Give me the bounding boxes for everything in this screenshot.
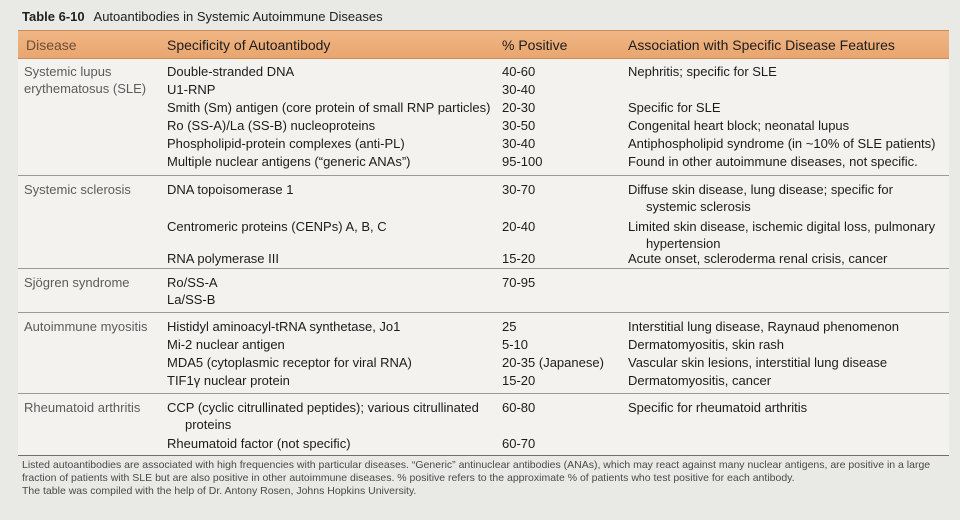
disease-name: Sjögren syndrome — [24, 275, 130, 290]
positive-cell: 30-40 — [502, 82, 536, 97]
group-systemic-sclerosis: Systemic sclerosis DNA topoisomerase 1 3… — [18, 176, 949, 269]
specificity-cell: RNA polymerase III — [167, 251, 279, 266]
association-cell: Limited skin disease, ischemic digital l… — [628, 218, 938, 252]
specificity-cell: Histidyl aminoacyl-tRNA synthetase, Jo1 — [167, 319, 401, 334]
table-caption: Table 6-10 Autoantibodies in Systemic Au… — [22, 9, 383, 24]
positive-cell: 70-95 — [502, 275, 536, 290]
association-cell: Acute onset, scleroderma renal crisis, c… — [628, 251, 888, 266]
positive-cell: 60-70 — [502, 436, 536, 451]
header-association: Association with Specific Disease Featur… — [628, 37, 895, 53]
association-cell: Nephritis; specific for SLE — [628, 64, 777, 79]
specificity-cell: Ro/SS-A — [167, 275, 218, 290]
disease-name: Systemic lupus erythematosus (SLE) — [24, 64, 147, 96]
positive-cell: 30-70 — [502, 182, 536, 197]
association-cell: Dermatomyositis, cancer — [628, 373, 772, 388]
specificity-cell: Mi-2 nuclear antigen — [167, 337, 285, 352]
association-continuation: systemic sclerosis — [646, 199, 751, 214]
positive-cell: 30-40 — [502, 136, 536, 151]
group-sjogren: Sjögren syndrome Ro/SS-A 70-95 La/SS-B — [18, 269, 949, 313]
association-cell: Found in other autoimmune diseases, not … — [628, 154, 918, 169]
specificity-cell: Rheumatoid factor (not specific) — [167, 436, 351, 451]
table-title: Autoantibodies in Systemic Autoimmune Di… — [93, 9, 383, 24]
table-header-row: Disease Specificity of Autoantibody % Po… — [18, 30, 949, 59]
association-cell: Specific for rheumatoid arthritis — [628, 400, 808, 415]
table-number: Table 6-10 — [22, 9, 85, 24]
specificity-cell: U1-RNP — [167, 82, 216, 97]
specificity-cell: CCP (cyclic citrullinated peptides); var… — [167, 399, 497, 433]
specificity-text: CCP (cyclic citrullinated peptides); var… — [167, 400, 479, 415]
association-cell: Diffuse skin disease, lung disease; spec… — [628, 181, 938, 215]
disease-name: Rheumatoid arthritis — [24, 400, 141, 415]
positive-cell: 20-35 (Japanese) — [502, 355, 604, 370]
association-text: Diffuse skin disease, lung disease; spec… — [628, 182, 893, 197]
association-cell: Interstitial lung disease, Raynaud pheno… — [628, 319, 900, 334]
disease-name: Systemic sclerosis — [24, 182, 131, 197]
association-cell: Antiphospholipid syndrome (in ~10% of SL… — [628, 136, 936, 151]
positive-cell: 15-20 — [502, 251, 536, 266]
specificity-cell: Phospholipid-protein complexes (anti-PL) — [167, 136, 405, 151]
positive-cell: 95-100 — [502, 154, 543, 169]
positive-cell: 5-10 — [502, 337, 529, 352]
association-cell: Congenital heart block; neonatal lupus — [628, 118, 850, 133]
specificity-cell: MDA5 (cytoplasmic receptor for viral RNA… — [167, 355, 412, 370]
specificity-cell: TIF1γ nuclear protein — [167, 373, 290, 388]
positive-cell: 20-40 — [502, 219, 536, 234]
autoantibody-table: Disease Specificity of Autoantibody % Po… — [18, 30, 949, 456]
table-footnote: Listed autoantibodies are associated wit… — [22, 459, 942, 498]
specificity-cell: Smith (Sm) antigen (core protein of smal… — [167, 100, 491, 115]
specificity-continuation: proteins — [185, 417, 232, 432]
header-disease: Disease — [26, 37, 77, 53]
specificity-cell: Double-stranded DNA — [167, 64, 295, 79]
association-text: Limited skin disease, ischemic digital l… — [628, 219, 936, 234]
association-cell: Vascular skin lesions, interstitial lung… — [628, 355, 888, 370]
association-cell: Specific for SLE — [628, 100, 721, 115]
association-continuation: hypertension — [646, 236, 721, 251]
group-autoimmune-myositis: Autoimmune myositis Histidyl aminoacyl-t… — [18, 313, 949, 394]
association-cell: Dermatomyositis, skin rash — [628, 337, 785, 352]
positive-cell: 25 — [502, 319, 517, 334]
positive-cell: 15-20 — [502, 373, 536, 388]
footnote-text: Listed autoantibodies are associated wit… — [22, 459, 931, 484]
group-rheumatoid-arthritis: Rheumatoid arthritis CCP (cyclic citrull… — [18, 394, 949, 456]
specificity-cell: Centromeric proteins (CENPs) A, B, C — [167, 219, 387, 234]
header-specificity: Specificity of Autoantibody — [167, 37, 331, 53]
disease-name: Autoimmune myositis — [24, 319, 148, 334]
specificity-cell: Ro (SS-A)/La (SS-B) nucleoproteins — [167, 118, 376, 133]
positive-cell: 40-60 — [502, 64, 536, 79]
positive-cell: 30-50 — [502, 118, 536, 133]
header-positive: % Positive — [502, 37, 568, 53]
group-sle: Systemic lupus erythematosus (SLE) Doubl… — [18, 58, 949, 176]
positive-cell: 60-80 — [502, 400, 536, 415]
specificity-cell: Multiple nuclear antigens (“generic ANAs… — [167, 154, 411, 169]
footnote-credit: The table was compiled with the help of … — [22, 485, 417, 497]
specificity-cell: DNA topoisomerase 1 — [167, 182, 294, 197]
positive-cell: 20-30 — [502, 100, 536, 115]
specificity-cell: La/SS-B — [167, 292, 216, 307]
